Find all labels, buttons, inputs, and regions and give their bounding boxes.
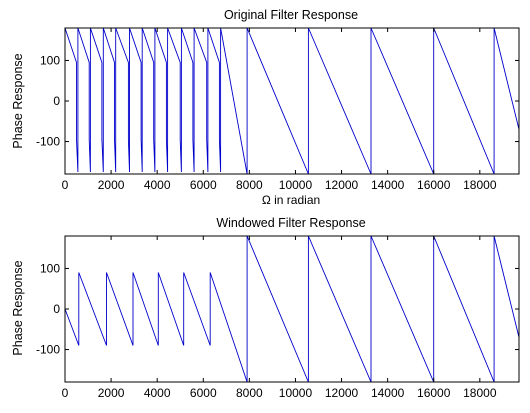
x-tick-label: 0 <box>62 178 69 192</box>
plot-area <box>64 235 520 383</box>
x-tick-label: 12000 <box>325 386 359 400</box>
x-tick-label: 12000 <box>325 178 359 192</box>
axis-ticks: 0 2000 4000 6000 8000 10000 12000 14000 16000 180… <box>36 28 519 192</box>
x-tick-label: 16000 <box>417 178 451 192</box>
axis-ticks: 0 2000 4000 6000 8000 10000 12000 14000 16000 180… <box>36 236 519 400</box>
x-tick-label: 14000 <box>371 178 405 192</box>
y-tick-label: 0 <box>53 94 60 108</box>
y-axis-label: Phase Response <box>11 53 25 148</box>
x-tick-label: 16000 <box>417 386 451 400</box>
y-axis-label: Phase Response <box>11 260 25 355</box>
x-tick-label: 18000 <box>463 178 497 192</box>
chart-title: Windowed Filter Response <box>216 216 365 230</box>
x-tick-label: 8000 <box>236 178 263 192</box>
x-tick-label: 2000 <box>98 178 125 192</box>
x-tick-label: 10000 <box>279 386 313 400</box>
x-tick-label: 6000 <box>190 386 217 400</box>
plot-area <box>64 27 520 175</box>
subplot-original: Original Filter Response Phase Response … <box>11 8 520 207</box>
series-line <box>64 235 520 383</box>
x-tick-label: 0 <box>62 386 69 400</box>
x-tick-label: 18000 <box>463 386 497 400</box>
series-line <box>64 27 520 175</box>
x-tick-label: 6000 <box>190 178 217 192</box>
y-tick-label: -100 <box>36 343 60 357</box>
axes-box <box>64 27 520 175</box>
subplot-windowed: Windowed Filter Response Phase Response … <box>11 216 520 400</box>
x-tick-label: 4000 <box>144 178 171 192</box>
y-tick-label: 100 <box>40 261 60 275</box>
x-tick-label: 10000 <box>279 178 313 192</box>
x-axis-label: Ω in radian <box>262 193 320 207</box>
y-tick-label: 0 <box>53 302 60 316</box>
x-tick-label: 2000 <box>98 386 125 400</box>
y-tick-label: -100 <box>36 135 60 149</box>
y-tick-label: 100 <box>40 53 60 67</box>
x-tick-label: 4000 <box>144 386 171 400</box>
x-tick-label: 8000 <box>236 386 263 400</box>
x-tick-label: 14000 <box>371 386 405 400</box>
chart-title: Original Filter Response <box>224 8 358 22</box>
